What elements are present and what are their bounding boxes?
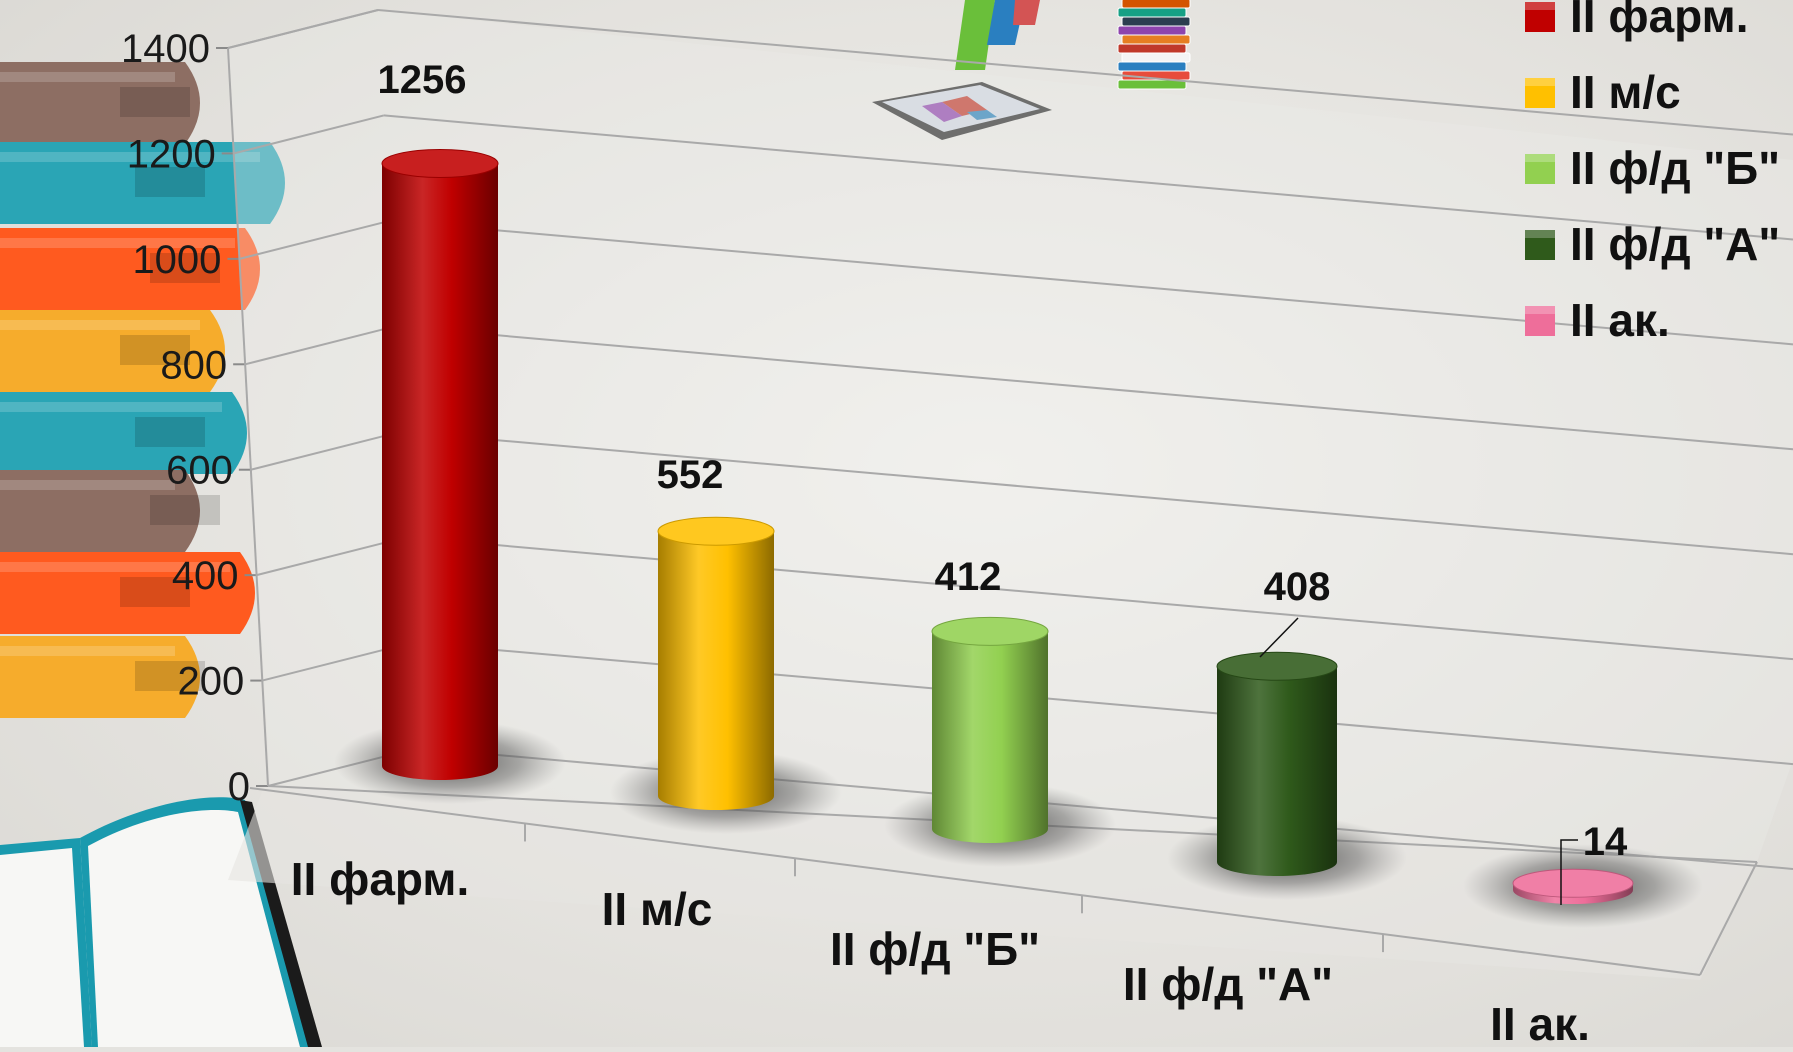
legend-item: II ф/д "А" [1525, 218, 1780, 270]
bar-top [1216, 651, 1338, 681]
book-spine [0, 552, 255, 634]
legend-label: II фарм. [1570, 0, 1748, 42]
y-tick-label: 600 [166, 449, 233, 493]
book-spine [0, 142, 285, 224]
back-wall [228, 10, 1793, 862]
legend-swatch [1525, 2, 1555, 32]
chart-walls [228, 10, 1793, 980]
gridline [412, 641, 1793, 766]
y-tick-label: 1200 [127, 132, 216, 176]
legend-item: II ак. [1525, 294, 1670, 346]
bar-body [1217, 666, 1337, 876]
book-spine [0, 310, 225, 392]
value-label: 408 [1264, 565, 1331, 609]
book-spine [0, 62, 200, 144]
legend-label: II м/с [1570, 66, 1681, 118]
legend-swatch [1525, 154, 1555, 184]
legend-item: II м/с [1525, 66, 1681, 118]
category-label: II ак. [1490, 998, 1590, 1047]
bar-1 [610, 516, 842, 834]
y-tick-label: 200 [178, 660, 245, 704]
gridline-side [233, 114, 384, 155]
value-label: 1256 [378, 58, 467, 102]
gridline-side [244, 325, 396, 366]
bar-top [657, 516, 775, 546]
gridline [400, 430, 1793, 556]
bar-top [381, 148, 499, 178]
book-stack-icon [1117, 0, 1191, 90]
legend: II фарм. II м/с II ф/д "Б" II ф/д "А" II ак. [1525, 0, 1780, 346]
y-tick-label: 1400 [121, 27, 210, 71]
tablet-icon [872, 82, 1052, 140]
axis-top-edge [227, 9, 379, 49]
y-axis-line [227, 47, 269, 787]
book-spine [0, 470, 220, 552]
bar-2 [884, 616, 1116, 867]
book-spines-decoration [0, 62, 285, 718]
value-label: 552 [657, 453, 724, 497]
bar-body [382, 163, 498, 780]
floor-right-edge [1699, 861, 1758, 976]
y-axis-ticks: 0 200 400 600 800 1000 1200 1400 [121, 27, 250, 809]
book-spine [0, 636, 205, 718]
bar-3 [1167, 651, 1407, 900]
chart-floor [228, 784, 1757, 980]
book-spine [0, 228, 260, 310]
legend-label: II ак. [1570, 294, 1670, 346]
standing-books-icon [955, 0, 1040, 70]
gridline [395, 325, 1793, 451]
category-labels: II фарм. II м/с II ф/д "Б" II ф/д "А" II ак. [291, 853, 1590, 1050]
value-label: 14 [1583, 820, 1628, 864]
bar-top [1512, 868, 1634, 898]
bar-body [658, 531, 774, 810]
leader-line [1560, 839, 1578, 905]
y-tick-label: 0 [228, 765, 250, 809]
category-label: II фарм. [291, 853, 469, 905]
legend-label: II ф/д "Б" [1570, 142, 1780, 194]
category-label: II ф/д "А" [1123, 958, 1333, 1010]
gridline [377, 9, 1793, 136]
category-label: II ф/д "Б" [830, 923, 1040, 975]
gridline [406, 536, 1793, 661]
legend-swatch [1525, 306, 1555, 336]
bar-top [931, 616, 1049, 646]
category-label: II м/с [602, 883, 713, 935]
book-spine [0, 392, 247, 474]
gridline [389, 219, 1793, 346]
gridline [383, 114, 1793, 241]
legend-item: II ф/д "Б" [1525, 142, 1780, 194]
bar-0 [334, 148, 566, 804]
y-tick-label: 1000 [132, 238, 221, 282]
legend-swatch [1525, 78, 1555, 108]
legend-item: II фарм. [1525, 0, 1748, 42]
floor-front-edge [249, 787, 1701, 976]
y-tick-label: 800 [160, 343, 227, 387]
legend-label: II ф/д "А" [1570, 218, 1780, 270]
bars [334, 148, 1703, 928]
gridline-side [256, 536, 407, 577]
gridline-side [250, 430, 402, 471]
y-tick-label: 400 [172, 554, 239, 598]
value-labels: 1256 552 412 408 14 [378, 58, 1628, 905]
value-label: 412 [935, 555, 1002, 599]
legend-swatch [1525, 230, 1555, 260]
gridline-side [239, 219, 390, 260]
leader-line [1259, 617, 1299, 658]
bar-body [932, 631, 1048, 843]
bar-4 [1463, 844, 1703, 928]
